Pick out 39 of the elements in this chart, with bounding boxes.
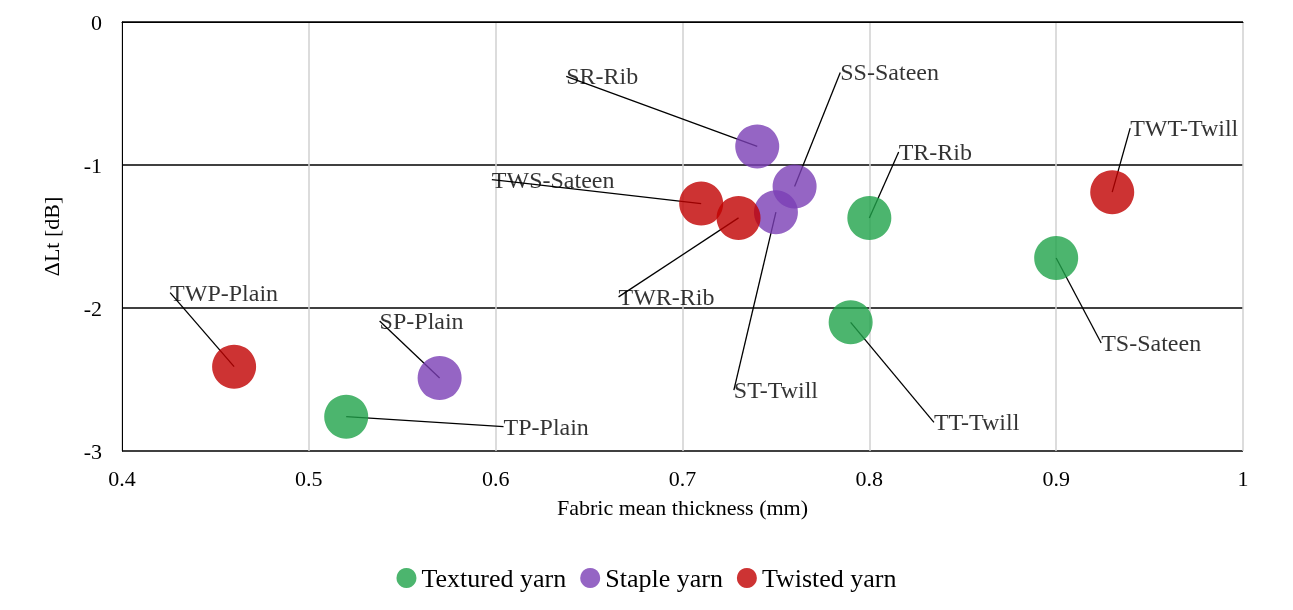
annotation: SS-Sateen [840,59,939,86]
point [828,300,873,345]
x-axis-title: Fabric mean thickness (mm) [556,494,809,520]
point [716,195,761,240]
annotation: TWT-Twill [1130,115,1239,142]
point [324,394,369,439]
x-tick-label: 0.7 [668,465,697,491]
point [847,195,892,240]
x-tick-label: 0.4 [108,465,136,491]
annotation: SR-Rib [566,63,639,90]
x-tick-label: 1 [1237,465,1249,491]
point [679,181,724,226]
y-tick-label: -2 [83,295,102,321]
point [735,124,780,169]
x-tick-label: 0.9 [1042,465,1070,491]
annotation: TWP-Plain [170,279,279,306]
point [212,344,257,389]
point [417,356,462,401]
annotation: TP-Plain [503,413,589,440]
point [772,164,817,209]
annotation: TR-Rib [898,138,973,165]
y-tick-label: 0 [91,9,102,35]
y-axis-title: ΔLt [dB] [38,196,64,277]
annotation: TWS-Sateen [491,166,615,193]
y-tick-label: -1 [83,152,102,178]
y-tick-label: -3 [83,438,102,464]
annotation: TWR-Rib [618,283,715,310]
point [1090,170,1135,215]
annotation: SP-Plain [379,308,464,335]
point [1034,235,1079,280]
annotation: TS-Sateen [1101,329,1202,356]
x-tick-label: 0.5 [295,465,323,491]
x-tick-label: 0.8 [855,465,884,491]
legend-label: Twisted yarn [761,563,897,593]
annotation: ST-Twill [733,377,819,404]
legend-label: Textured yarn [421,563,567,593]
x-tick-label: 0.6 [481,465,510,491]
annotation: TT-Twill [933,409,1020,436]
legend-label: Staple yarn [605,563,723,593]
